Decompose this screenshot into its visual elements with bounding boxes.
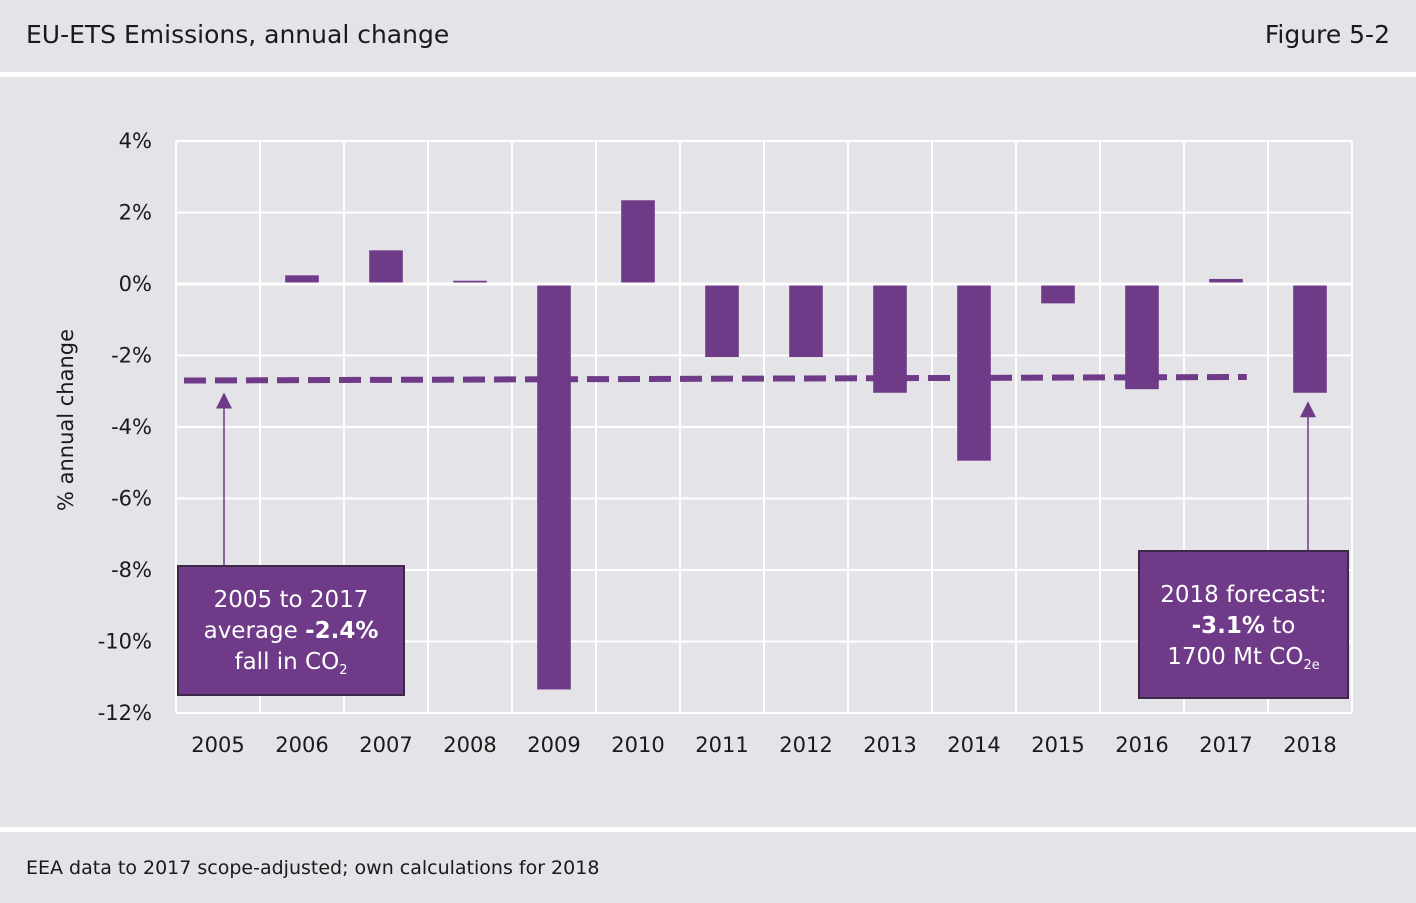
source-note: EEA data to 2017 scope-adjusted; own cal…: [26, 857, 600, 879]
figure-title: EU-ETS Emissions, annual change: [26, 20, 450, 49]
bar-2010: [621, 200, 655, 283]
y-tick-labels: 4% 2% 0% -2% -4% -6% -8% -10% -12%: [98, 129, 152, 725]
bar-2017: [1209, 278, 1243, 283]
header-divider: [0, 72, 1416, 77]
bar-2018: [1293, 285, 1327, 393]
x-tick-label: 2018: [1283, 733, 1336, 757]
x-tick-label: 2008: [443, 733, 496, 757]
x-tick-label: 2017: [1199, 733, 1252, 757]
average-callout-value: -2.4%: [305, 618, 379, 644]
forecast-arrow-head: [1300, 401, 1316, 418]
average-callout-line1: 2005 to 2017: [213, 587, 369, 613]
x-tick-label: 2015: [1031, 733, 1084, 757]
y-tick-label: -4%: [111, 415, 152, 439]
bar-2009: [537, 285, 571, 690]
y-tick-label: -6%: [111, 487, 152, 511]
x-tick-label: 2007: [359, 733, 412, 757]
average-callout: 2005 to 2017 average -2.4% fall in CO2: [177, 565, 405, 696]
y-tick-label: -10%: [98, 630, 152, 654]
x-tick-label: 2005: [191, 733, 244, 757]
average-callout-unit: fall in CO: [234, 649, 340, 675]
x-tick-label: 2011: [695, 733, 748, 757]
y-axis-title: % annual change: [54, 329, 78, 511]
y-tick-label: 2%: [119, 201, 152, 225]
bar-2011: [705, 285, 739, 357]
figure-header: EU-ETS Emissions, annual change Figure 5…: [0, 0, 1416, 72]
x-tick-labels: 2005 2006 2007 2008 2009 2010 2011 2012 2013 2014…: [191, 733, 1336, 757]
x-tick-label: 2009: [527, 733, 580, 757]
forecast-callout-subscript: 2e: [1303, 658, 1320, 673]
bar-2008: [453, 280, 487, 283]
forecast-callout-line1: 2018 forecast:: [1160, 582, 1327, 608]
bar-2012: [789, 285, 823, 357]
y-tick-label: -2%: [111, 344, 152, 368]
average-callout-text: average: [203, 618, 306, 644]
bar-2014: [957, 285, 991, 461]
bar-2016: [1125, 285, 1159, 390]
forecast-callout-text: to: [1264, 613, 1296, 639]
y-tick-label: 4%: [119, 129, 152, 153]
bar-2007: [369, 250, 403, 283]
bar-2006: [285, 275, 319, 283]
average-callout-subscript: 2: [339, 663, 348, 678]
bar-chart: 4%2%0%-2%-4%-6%-8%-10%-12% 2005 2006 2007 2…: [54, 129, 1353, 757]
y-tick-label: -12%: [98, 701, 152, 725]
x-tick-label: 2016: [1115, 733, 1168, 757]
figure-number: Figure 5-2: [1264, 20, 1390, 49]
forecast-callout-unit: 1700 Mt CO: [1167, 644, 1304, 670]
y-tick-label: -8%: [111, 558, 152, 582]
forecast-callout: 2018 forecast: -3.1% to 1700 Mt CO2e: [1138, 550, 1349, 699]
x-tick-label: 2010: [611, 733, 664, 757]
average-line: [183, 373, 1247, 384]
footer-divider: [0, 827, 1416, 832]
bar-2015: [1041, 285, 1075, 304]
forecast-callout-value: -3.1%: [1191, 613, 1265, 639]
x-tick-label: 2012: [779, 733, 832, 757]
x-tick-label: 2006: [275, 733, 328, 757]
average-arrow-head: [216, 392, 232, 409]
average-dashed-line: [183, 373, 1247, 384]
bar-2013: [873, 285, 907, 393]
x-tick-label: 2014: [947, 733, 1000, 757]
chart-bars: [285, 200, 1327, 690]
y-tick-label: 0%: [119, 272, 152, 296]
callout-arrows: [216, 392, 1316, 565]
x-tick-label: 2013: [863, 733, 916, 757]
